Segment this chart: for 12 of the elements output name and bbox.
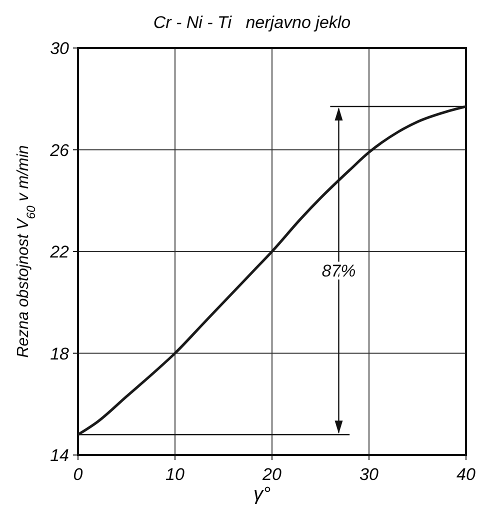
y-tick-label: 22: [49, 242, 70, 262]
chart-title: Cr - Ni - Ti nerjavno jeklo: [153, 13, 351, 32]
y-tick-label: 18: [50, 344, 70, 364]
x-tick-label: 0: [73, 465, 84, 484]
y-tick-label: 14: [50, 446, 69, 465]
x-axis-title: γ°: [253, 484, 271, 505]
y-tick-label: 30: [50, 39, 70, 58]
x-tick-label: 20: [262, 465, 282, 484]
x-tick-label: 30: [360, 465, 379, 484]
x-tick-label: 10: [166, 465, 185, 484]
x-tick-label: 40: [456, 465, 476, 484]
y-tick-label: 26: [49, 140, 70, 160]
